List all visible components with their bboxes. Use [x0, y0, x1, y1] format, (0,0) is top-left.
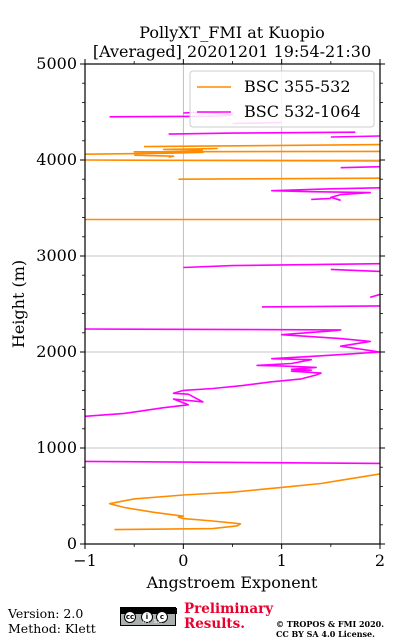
x-tick-label: 0	[178, 551, 188, 570]
x-tick-label: 2	[375, 551, 385, 570]
legend-box	[189, 70, 375, 128]
copyright-notice: © TROPOS & FMI 2020. CC BY SA 4.0 Licens…	[276, 619, 385, 639]
y-tick-label: 3000	[36, 246, 77, 265]
y-tick-label: 4000	[36, 150, 77, 169]
y-tick-label: 0	[67, 534, 77, 553]
cc-license-icon: cc i c BY SA	[120, 607, 177, 626]
x-tick-label: −1	[73, 551, 97, 570]
legend: BSC 355-532 BSC 532-1064	[189, 70, 375, 128]
x-axis-label: Angstroem Exponent	[146, 573, 318, 592]
x-tick-label: 1	[277, 551, 287, 570]
version-text: Version: 2.0	[8, 606, 84, 621]
copyright-line2: CC BY SA 4.0 License.	[276, 628, 375, 639]
y-axis-label: Height (m)	[9, 260, 28, 348]
angstroem-profile-chart: PollyXT_FMI at Kuopio [Averaged] 2020120…	[9, 23, 385, 592]
chart-title-line2: [Averaged] 20201201 19:54-21:30	[93, 42, 371, 61]
y-tick-label: 5000	[36, 54, 77, 73]
grid-lines	[84, 63, 381, 545]
chart-title-line1: PollyXT_FMI at Kuopio	[139, 23, 325, 42]
legend-label-1: BSC 355-532	[244, 77, 351, 96]
preliminary-line1: Preliminary	[184, 601, 274, 617]
preliminary-line2: Results.	[184, 616, 245, 632]
plot-frame	[84, 63, 381, 545]
y-tick-label: 2000	[36, 342, 77, 361]
series-layer	[85, 111, 380, 531]
copyright-line1: © TROPOS & FMI 2020.	[276, 619, 385, 629]
y-tick-label: 1000	[36, 438, 77, 457]
legend-label-2: BSC 532-1064	[244, 102, 361, 121]
method-text: Method: Klett	[8, 621, 96, 636]
cc-label: BY SA	[143, 619, 163, 625]
series-line-1	[85, 143, 380, 531]
series-line-2	[85, 111, 380, 465]
footer-info: Version: 2.0 Method: Klett	[8, 606, 96, 636]
preliminary-notice: Preliminary Results.	[184, 602, 273, 632]
